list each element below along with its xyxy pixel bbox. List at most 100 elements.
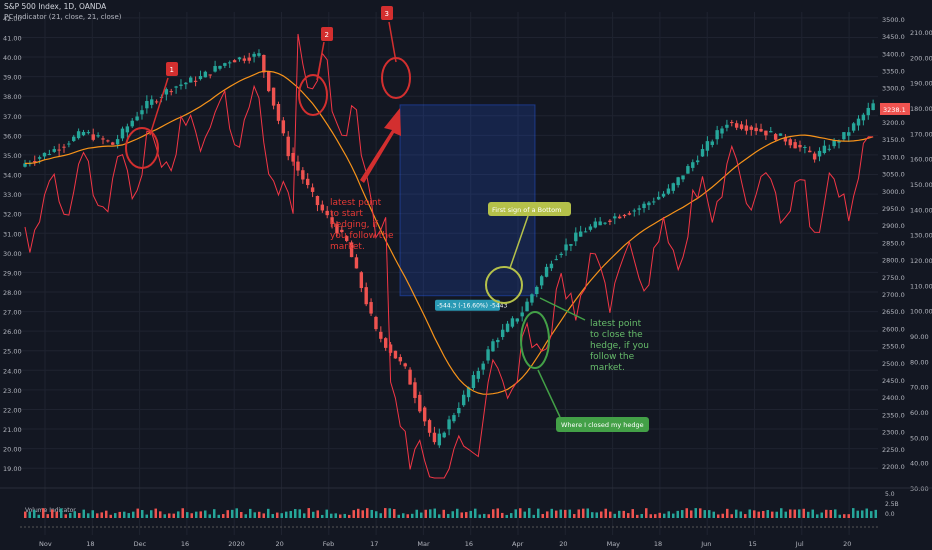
right-axis-secondary-tick: 210.00 <box>910 29 932 37</box>
candle-body <box>832 140 836 147</box>
candle-body <box>330 217 334 224</box>
candle-body <box>744 125 749 131</box>
volume-bar <box>739 511 742 518</box>
candle-body <box>632 210 636 212</box>
marker-pointer <box>316 41 325 81</box>
note-pointer <box>509 215 529 269</box>
candle-body <box>481 363 485 370</box>
volume-bar <box>339 514 342 518</box>
volume-bar <box>451 511 454 518</box>
note-badge <box>488 202 571 216</box>
volume-bar <box>618 510 621 518</box>
right-axis-tick: 3300.0 <box>882 85 905 93</box>
candle-body <box>232 60 237 63</box>
candle-body <box>764 130 768 136</box>
volume-bar <box>442 509 445 518</box>
candle-body <box>700 149 705 157</box>
candle-body <box>286 136 290 157</box>
candle-body <box>359 272 364 289</box>
candle-body <box>530 294 534 303</box>
volume-bar <box>856 510 859 518</box>
x-axis-tick: Nov <box>39 540 52 548</box>
candle-body <box>349 242 354 258</box>
candle-body <box>569 244 573 246</box>
candle-body <box>291 153 295 162</box>
volume-bar <box>438 514 441 518</box>
right-axis-tick: 3000.0 <box>882 188 905 196</box>
marker-badge <box>381 6 393 20</box>
left-axis-tick: 25.00 <box>3 348 22 356</box>
volume-bar <box>555 510 558 518</box>
candle-body <box>749 126 753 130</box>
volume-bar <box>514 509 517 518</box>
left-axis-tick: 40.00 <box>3 54 22 62</box>
volume-bar <box>366 508 369 518</box>
volume-bar <box>654 514 657 518</box>
candle-body <box>705 141 710 151</box>
right-axis-tick: 2250.0 <box>882 446 905 454</box>
right-axis-tick: 2400.0 <box>882 394 905 402</box>
candle-body <box>203 71 208 78</box>
candle-body <box>184 82 188 85</box>
candle-body <box>47 154 52 156</box>
left-axis-tick: 38.00 <box>3 93 22 101</box>
candle-body <box>91 134 95 140</box>
candle-body <box>535 286 539 295</box>
volume-bar <box>55 511 58 518</box>
candle-body <box>437 433 442 446</box>
candle-body <box>72 136 76 141</box>
highlight-circle <box>520 311 550 369</box>
highlight-circle <box>125 127 159 169</box>
volume-bar <box>577 509 580 518</box>
note-badge <box>556 417 649 432</box>
left-axis-tick: 42.00 <box>3 15 22 23</box>
candle-body <box>730 122 734 124</box>
indicator-lines <box>24 33 874 479</box>
volume-bar <box>361 510 364 518</box>
candle-body <box>62 146 66 148</box>
candle-body <box>515 318 520 322</box>
x-axis-tick: Dec <box>134 540 147 548</box>
volume-bar <box>762 510 765 518</box>
volume-bar <box>420 512 423 518</box>
candle-body <box>500 329 505 337</box>
volume-bar <box>24 511 27 518</box>
volume-bar <box>109 514 112 518</box>
sub-panel-label: Volume Indicator <box>25 507 76 514</box>
candle-body <box>861 114 866 121</box>
left-axis-tick: 24.00 <box>3 367 22 375</box>
volume-bar <box>532 514 535 518</box>
right-axis-secondary-tick: 140.00 <box>910 206 932 214</box>
candle-body <box>237 57 242 60</box>
x-axis-tick: May <box>607 540 621 548</box>
volume-bar <box>771 511 774 518</box>
volume-bar <box>168 513 171 518</box>
volume-bar <box>487 514 490 518</box>
candle-body <box>325 210 329 216</box>
candle-body <box>676 177 680 186</box>
right-axis-tick: 2650.0 <box>882 308 905 316</box>
volume-bar <box>703 510 706 518</box>
volume-bar <box>730 514 733 518</box>
candle-body <box>583 231 588 233</box>
candle-body <box>647 202 651 206</box>
right-axis-tick: 3150.0 <box>882 136 905 144</box>
volume-bar <box>496 508 499 518</box>
candle-body <box>652 201 656 203</box>
volume-bar <box>825 509 828 518</box>
candle-body <box>130 120 134 127</box>
candle-body <box>564 244 568 251</box>
volume-bar <box>114 513 117 518</box>
x-axis-tick: 18 <box>86 540 94 548</box>
candle-body <box>213 66 217 72</box>
right-axis-tick: 2300.0 <box>882 429 905 437</box>
candle-body <box>388 344 393 353</box>
candle-body <box>851 123 856 131</box>
candle-body <box>520 312 524 317</box>
candle-body <box>505 323 510 332</box>
volume-bar <box>186 512 189 518</box>
candle-body <box>164 89 169 95</box>
candle-body <box>408 369 412 385</box>
candle-body <box>320 204 325 211</box>
